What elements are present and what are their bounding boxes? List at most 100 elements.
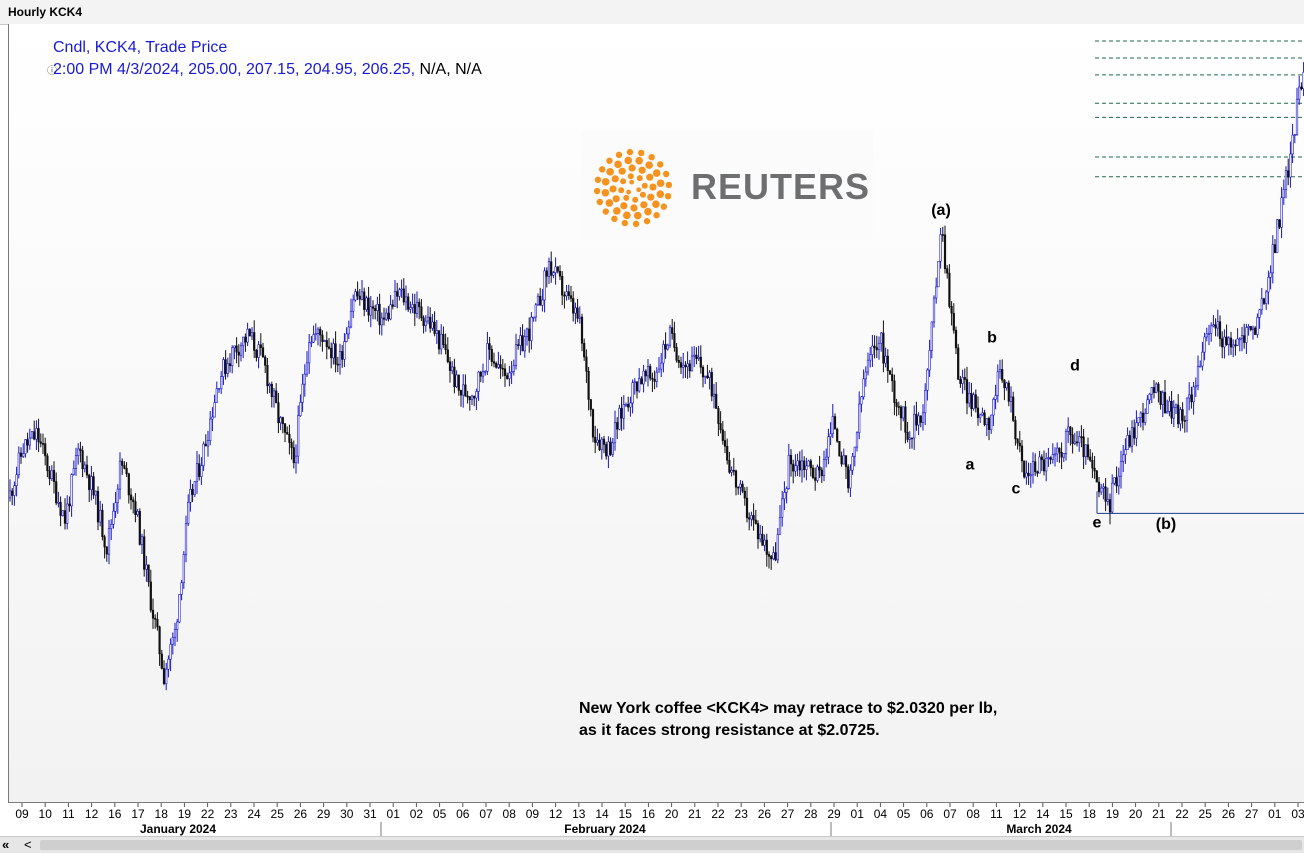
logo-dot bbox=[606, 157, 613, 164]
candle bbox=[226, 357, 229, 378]
candle bbox=[338, 343, 342, 375]
candle-body bbox=[402, 288, 405, 303]
candle-body bbox=[297, 415, 300, 457]
candle bbox=[996, 364, 999, 403]
logo-dot bbox=[601, 178, 610, 186]
candle bbox=[345, 327, 348, 343]
candle bbox=[732, 457, 735, 476]
candle bbox=[327, 338, 331, 350]
candle-body bbox=[1212, 324, 1215, 327]
x-tick-label: 22 bbox=[711, 807, 725, 821]
candle bbox=[1058, 447, 1061, 463]
logo-dot bbox=[638, 166, 646, 174]
candle bbox=[272, 387, 276, 408]
candle bbox=[116, 484, 119, 514]
candle bbox=[52, 461, 56, 494]
candle bbox=[413, 293, 416, 326]
candle bbox=[495, 361, 498, 369]
candle bbox=[976, 396, 980, 426]
candle bbox=[662, 340, 665, 373]
x-tick-label: 23 bbox=[224, 807, 238, 821]
horizontal-scrollbar[interactable]: « < bbox=[0, 836, 1304, 853]
candle-body bbox=[825, 456, 828, 460]
candle-body bbox=[290, 442, 293, 448]
candle-body bbox=[695, 354, 698, 359]
candle-body bbox=[1117, 475, 1120, 487]
candle-body bbox=[1064, 431, 1068, 454]
candle-body bbox=[1221, 338, 1224, 348]
candle-body bbox=[424, 320, 427, 327]
candle-body bbox=[41, 443, 45, 445]
candle-body bbox=[15, 474, 18, 486]
candle bbox=[1216, 309, 1219, 337]
x-tick-label: 27 bbox=[1245, 807, 1259, 821]
candle bbox=[1185, 397, 1189, 433]
candle bbox=[499, 355, 502, 379]
candle-body bbox=[728, 459, 731, 473]
candle-body bbox=[490, 349, 493, 362]
candle bbox=[1124, 438, 1127, 464]
candle bbox=[400, 279, 403, 298]
scroll-prev-button[interactable]: < bbox=[24, 837, 32, 852]
scroll-first-button[interactable]: « bbox=[2, 837, 10, 852]
candle bbox=[1122, 445, 1125, 473]
candle-body bbox=[204, 443, 207, 447]
candle bbox=[1020, 440, 1024, 473]
candle-body bbox=[697, 356, 700, 359]
candle-body bbox=[708, 372, 711, 378]
candle-body bbox=[167, 658, 170, 670]
candle-body bbox=[1295, 98, 1299, 135]
candle bbox=[1183, 415, 1186, 433]
candle bbox=[213, 394, 216, 418]
candle bbox=[1051, 443, 1054, 464]
candle-body bbox=[242, 336, 245, 347]
candle bbox=[1095, 469, 1098, 483]
candlestick-chart[interactable]: (a) a b c d e (b) bbox=[9, 24, 1304, 802]
candle bbox=[864, 366, 867, 387]
chart-plot-area[interactable]: (a) a b c d e (b) ⓘ Cndl, KCK4, Trade Price 2:… bbox=[8, 24, 1304, 802]
candle-body bbox=[915, 413, 918, 426]
candle bbox=[402, 278, 405, 306]
candle bbox=[924, 383, 927, 426]
candle bbox=[393, 279, 397, 307]
logo-dot bbox=[636, 187, 642, 193]
candle bbox=[745, 486, 749, 523]
candle bbox=[928, 339, 931, 377]
logo-dot bbox=[621, 219, 629, 227]
candle-body bbox=[316, 328, 320, 334]
candle-body bbox=[323, 340, 326, 342]
candle-body bbox=[398, 289, 401, 297]
candle-body bbox=[90, 476, 93, 490]
candle-body bbox=[1080, 436, 1083, 438]
candle bbox=[431, 314, 434, 331]
candle-body bbox=[1155, 383, 1158, 393]
candle-body bbox=[121, 460, 124, 466]
scroll-thumb[interactable] bbox=[40, 840, 1302, 850]
candle-body bbox=[1229, 337, 1233, 348]
candle-body bbox=[545, 270, 548, 277]
candle bbox=[1181, 402, 1184, 429]
candle bbox=[167, 655, 170, 678]
candle bbox=[37, 418, 40, 452]
candle bbox=[1012, 391, 1015, 422]
candle bbox=[739, 480, 742, 496]
candle-body bbox=[1298, 86, 1301, 100]
candle bbox=[591, 408, 595, 443]
candle bbox=[827, 428, 830, 465]
x-tick-label: 12 bbox=[1013, 807, 1027, 821]
info-icon[interactable]: ⓘ bbox=[47, 66, 57, 77]
candle bbox=[748, 512, 751, 531]
logo-dot bbox=[656, 179, 665, 188]
candle bbox=[994, 384, 997, 410]
candle-body bbox=[627, 404, 630, 408]
candle-body bbox=[827, 436, 830, 458]
candle-body bbox=[836, 428, 839, 442]
candle bbox=[741, 480, 744, 494]
candle-body bbox=[13, 485, 16, 496]
candle bbox=[336, 356, 339, 373]
candle bbox=[954, 326, 958, 355]
candle-body bbox=[411, 304, 414, 308]
candle bbox=[77, 443, 80, 465]
candle bbox=[202, 441, 205, 471]
candle-body bbox=[211, 416, 214, 420]
